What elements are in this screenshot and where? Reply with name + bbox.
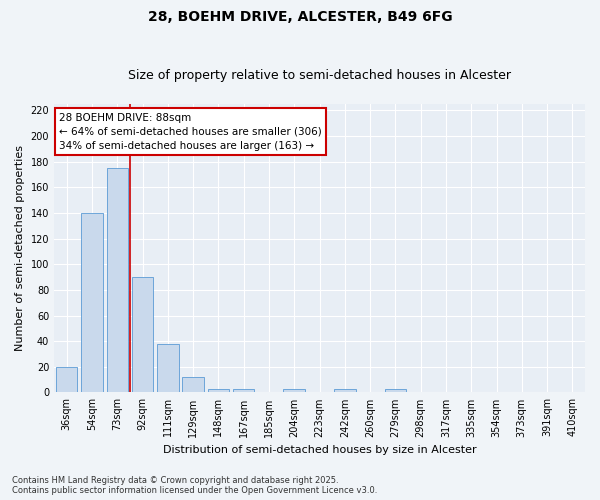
Bar (182, 377, 204, 392)
Bar (283, 388, 305, 392)
Bar (107, 168, 128, 392)
Bar (56, 367, 77, 392)
Y-axis label: Number of semi-detached properties: Number of semi-detached properties (15, 145, 25, 351)
Bar (132, 277, 153, 392)
X-axis label: Distribution of semi-detached houses by size in Alcester: Distribution of semi-detached houses by … (163, 445, 476, 455)
Bar (157, 344, 179, 392)
Bar (208, 388, 229, 392)
Text: Contains HM Land Registry data © Crown copyright and database right 2025.
Contai: Contains HM Land Registry data © Crown c… (12, 476, 377, 495)
Title: Size of property relative to semi-detached houses in Alcester: Size of property relative to semi-detach… (128, 69, 511, 82)
Bar (81, 213, 103, 392)
Bar (385, 388, 406, 392)
Bar (233, 388, 254, 392)
Text: 28, BOEHM DRIVE, ALCESTER, B49 6FG: 28, BOEHM DRIVE, ALCESTER, B49 6FG (148, 10, 452, 24)
Bar (334, 388, 356, 392)
Text: 28 BOEHM DRIVE: 88sqm
← 64% of semi-detached houses are smaller (306)
34% of sem: 28 BOEHM DRIVE: 88sqm ← 64% of semi-deta… (59, 112, 322, 150)
